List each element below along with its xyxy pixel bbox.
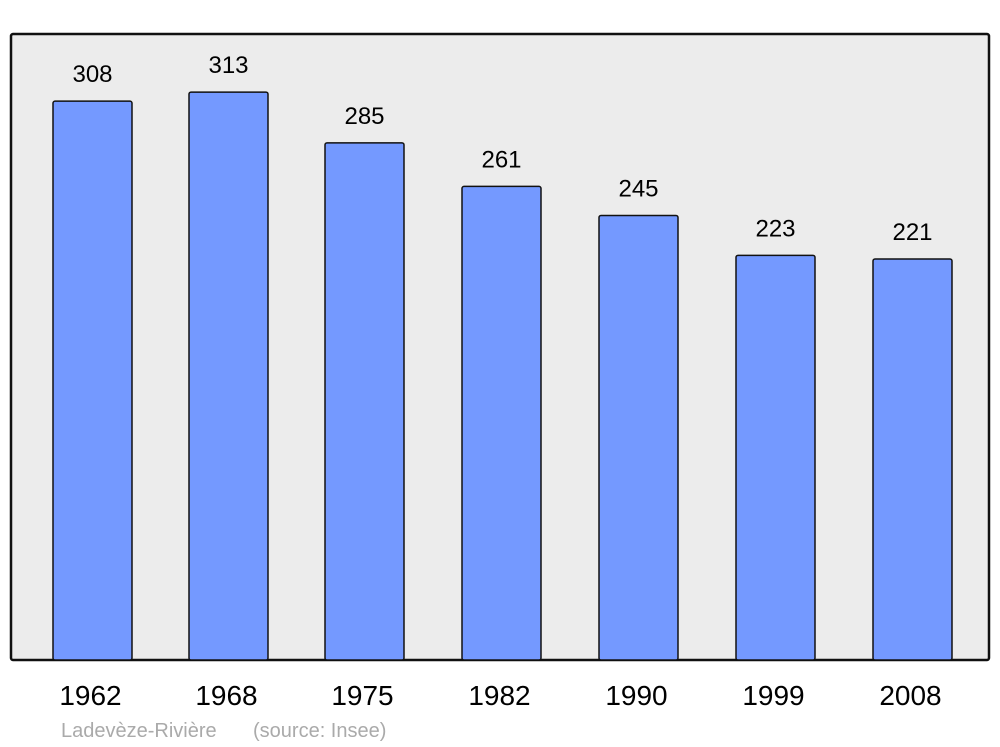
bar-1982 bbox=[461, 185, 542, 661]
data-label-1999: 223 bbox=[755, 215, 795, 242]
bar-2008 bbox=[872, 258, 953, 661]
bar-1975 bbox=[324, 142, 405, 661]
data-label-1982: 261 bbox=[481, 146, 521, 173]
data-label-1962: 308 bbox=[72, 61, 112, 88]
x-tick-1999: 1999 bbox=[742, 680, 804, 711]
bar-1999 bbox=[735, 254, 816, 661]
bar-1968 bbox=[188, 91, 269, 661]
data-label-1975: 285 bbox=[344, 103, 384, 130]
footer-source: (source: Insee) bbox=[253, 720, 386, 742]
data-label-1990: 245 bbox=[618, 175, 658, 202]
bar-1990 bbox=[598, 214, 679, 661]
bar-1962 bbox=[52, 100, 133, 661]
x-tick-1982: 1982 bbox=[468, 680, 530, 711]
x-tick-1968: 1968 bbox=[195, 680, 257, 711]
x-tick-1975: 1975 bbox=[331, 680, 393, 711]
x-tick-2008: 2008 bbox=[879, 680, 941, 711]
x-tick-1990: 1990 bbox=[605, 680, 667, 711]
x-tick-1962: 1962 bbox=[59, 680, 121, 711]
data-label-2008: 221 bbox=[892, 219, 932, 246]
footer-place: Ladevèze-Rivière bbox=[61, 720, 217, 742]
data-label-1968: 313 bbox=[208, 52, 248, 79]
